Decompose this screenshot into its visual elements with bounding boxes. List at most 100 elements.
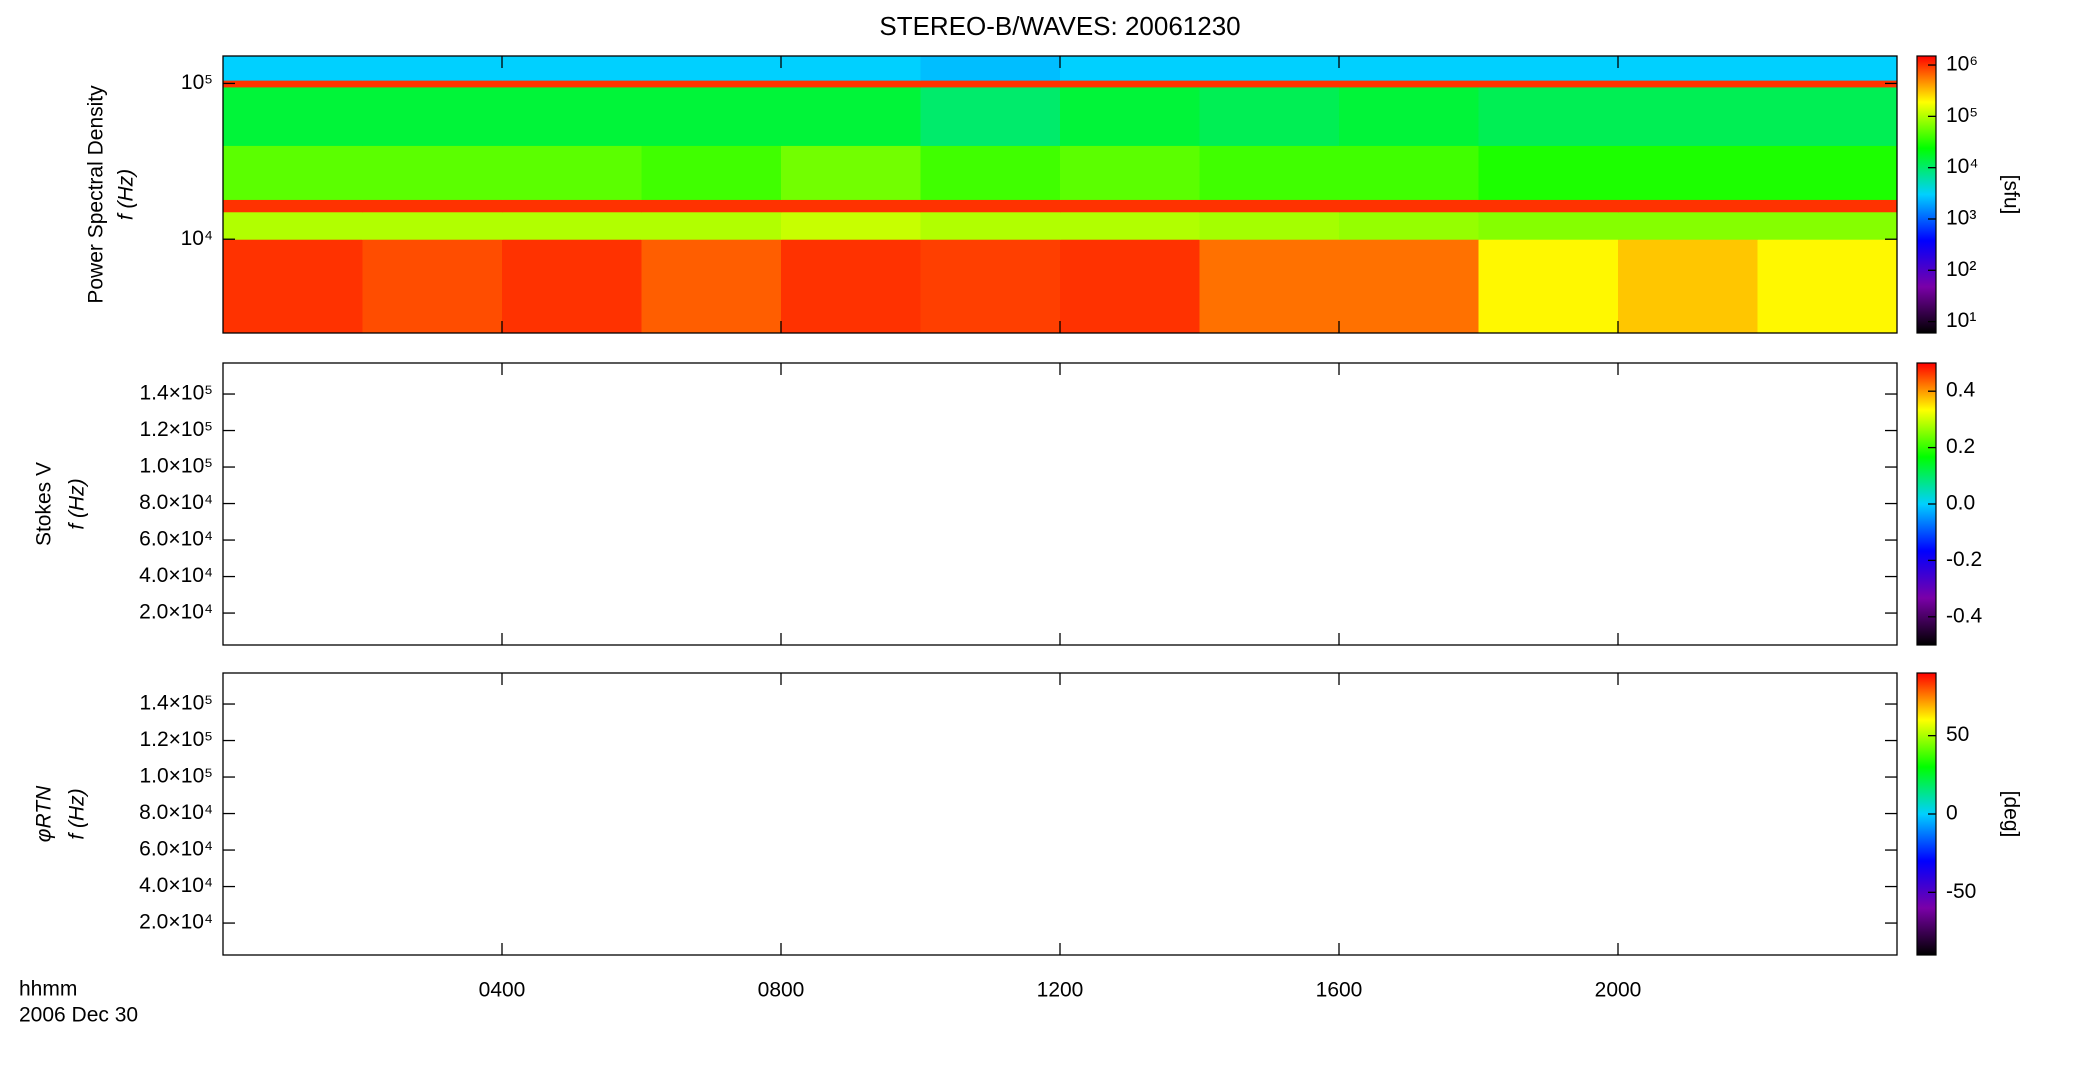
- heatmap-cell: [1478, 211, 1619, 240]
- y-tick-label: 8.0×10⁴: [139, 801, 213, 824]
- colorbar-tick-label: 10⁴: [1946, 155, 1978, 178]
- heatmap-cell: [1339, 145, 1479, 200]
- heatmap-cell: [223, 86, 363, 146]
- y-tick-label: 1.4×10⁵: [139, 692, 213, 715]
- heatmap-cell: [641, 86, 782, 146]
- heatmap-cell: [1618, 86, 1758, 146]
- heatmap-cell: [1199, 145, 1340, 200]
- y-tick-label: 1.2×10⁵: [139, 418, 213, 441]
- heatmap-cell: [223, 199, 363, 213]
- y-axis-label: f (Hz): [66, 478, 89, 529]
- x-tick-label: 0800: [758, 979, 805, 1002]
- heatmap-cell: [362, 145, 503, 200]
- heatmap-cell: [1757, 145, 1898, 200]
- heatmap-cell: [1060, 199, 1200, 213]
- y-axis-label: φRTN: [33, 785, 56, 842]
- heatmap-cell: [362, 80, 503, 88]
- heatmap-cell: [1199, 86, 1340, 146]
- colorbar-tick-label: -50: [1946, 880, 1976, 903]
- x-tick-label: 1600: [1316, 979, 1363, 1002]
- heatmap-cell: [1339, 56, 1479, 81]
- colorbar-label: [deg]: [1999, 791, 2022, 838]
- heatmap-cell: [1478, 80, 1619, 88]
- heatmap-cell: [1339, 239, 1479, 334]
- y-tick-label: 2.0×10⁴: [139, 911, 213, 934]
- heatmap-cell: [1199, 211, 1340, 240]
- plot-frame: [222, 362, 1898, 646]
- heatmap-cell: [1339, 80, 1479, 88]
- colorbar-tick-label: 10⁵: [1946, 104, 1978, 127]
- chart-title: STEREO-B/WAVES: 20061230: [879, 11, 1240, 41]
- heatmap-cell: [1199, 199, 1340, 213]
- heatmap-cell: [1618, 56, 1758, 81]
- heatmap-cell: [641, 56, 782, 81]
- heatmap-cell: [1618, 145, 1758, 200]
- heatmap-cell: [502, 239, 642, 334]
- heatmap-cell: [502, 145, 642, 200]
- colorbar-tick-label: 0.4: [1946, 379, 1976, 402]
- y-tick-label: 1.0×10⁵: [139, 765, 213, 788]
- y-axis-label: f (Hz): [66, 788, 89, 839]
- heatmap-cell: [1757, 80, 1898, 88]
- heatmap-cell: [1757, 211, 1898, 240]
- x-axis-label: hhmm: [19, 978, 77, 1001]
- heatmap-cell: [1618, 239, 1758, 334]
- y-tick-label: 1.4×10⁵: [139, 382, 213, 405]
- colorbar-tick-label: 0.0: [1946, 492, 1975, 515]
- date-label: 2006 Dec 30: [19, 1004, 138, 1027]
- x-tick-label: 1200: [1037, 979, 1084, 1002]
- colorbar-tick-label: 50: [1946, 723, 1969, 746]
- colorbar-tick-label: 0: [1946, 802, 1958, 825]
- heatmap-cell: [1060, 80, 1200, 88]
- heatmap-cell: [1060, 56, 1200, 81]
- colorbar-tick-label: -0.2: [1946, 548, 1982, 571]
- heatmap-cell: [1757, 56, 1898, 81]
- y-tick-label: 1.0×10⁵: [139, 455, 213, 478]
- heatmap-cell: [1060, 239, 1200, 334]
- heatmap-cell: [502, 56, 642, 81]
- heatmap-cell: [920, 199, 1061, 213]
- y-tick-label: 2.0×10⁴: [139, 601, 213, 624]
- heatmap-cell: [362, 86, 503, 146]
- heatmap-cell: [362, 239, 503, 334]
- heatmap-cell: [502, 211, 642, 240]
- heatmap-cell: [781, 80, 921, 88]
- heatmap-cell: [781, 145, 921, 200]
- y-tick-label: 10⁵: [181, 71, 213, 94]
- heatmap-cell: [1339, 211, 1479, 240]
- heatmap-cell: [781, 211, 921, 240]
- y-tick-label: 1.2×10⁵: [139, 728, 213, 751]
- heatmap-cell: [1060, 145, 1200, 200]
- heatmap-cell: [502, 86, 642, 146]
- heatmap-cell: [920, 56, 1061, 81]
- heatmap-cell: [1757, 199, 1898, 213]
- heatmap-cell: [1339, 86, 1479, 146]
- heatmap-cell: [1199, 56, 1340, 81]
- heatmap-cell: [1618, 211, 1758, 240]
- heatmap-cell: [223, 239, 363, 334]
- colorbar-tick-label: -0.4: [1946, 604, 1983, 627]
- heatmap-cell: [781, 239, 921, 334]
- heatmap-cell: [641, 145, 782, 200]
- y-tick-label: 4.0×10⁴: [139, 874, 213, 897]
- heatmap-cell: [362, 199, 503, 213]
- heatmap-cell: [920, 86, 1061, 146]
- heatmap-cell: [920, 145, 1061, 200]
- heatmap-cell: [920, 239, 1061, 334]
- x-tick-label: 0400: [479, 979, 526, 1002]
- y-axis-label: Stokes V: [33, 462, 56, 546]
- heatmap-cell: [920, 80, 1061, 88]
- heatmap-cell: [920, 211, 1061, 240]
- heatmap-cell: [1618, 80, 1758, 88]
- heatmap-cell: [362, 211, 503, 240]
- heatmap-cell: [641, 80, 782, 88]
- heatmap-cell: [502, 199, 642, 213]
- y-tick-label: 8.0×10⁴: [139, 491, 213, 514]
- colorbar-tick-label: 10¹: [1946, 309, 1976, 332]
- heatmap-cell: [1339, 199, 1479, 213]
- x-tick-label: 2000: [1595, 979, 1642, 1002]
- colorbar-label: [sfu]: [1999, 175, 2022, 215]
- heatmap-cell: [781, 86, 921, 146]
- plot-frame: [222, 672, 1898, 956]
